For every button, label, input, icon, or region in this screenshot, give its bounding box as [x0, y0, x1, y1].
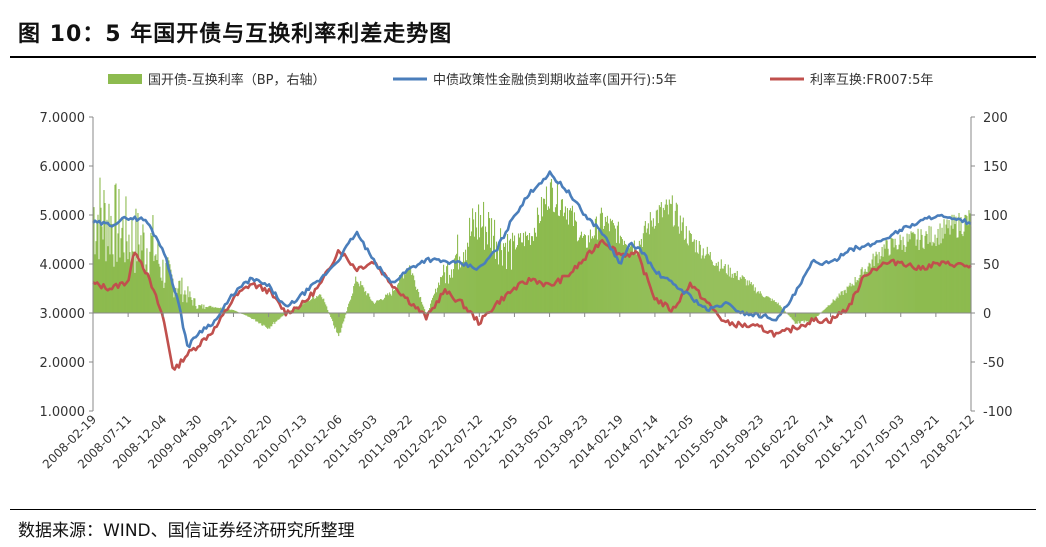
left-axis-label: 4.0000 — [40, 258, 86, 273]
right-axis-label: 200 — [983, 111, 1008, 126]
line-series — [92, 170, 972, 371]
cdb-5y-yield-line — [92, 170, 972, 349]
chart: 国开债-互换利率（BP，右轴） 中债政策性金融债到期收益率(国开行):5年 利率互换… — [40, 72, 1013, 471]
right-axis-label: 150 — [983, 160, 1008, 175]
legend: 国开债-互换利率（BP，右轴） 中债政策性金融债到期收益率(国开行):5年 利率互换… — [108, 72, 933, 88]
title-rule — [10, 56, 1036, 58]
right-axis-label: 0 — [983, 307, 991, 322]
irs-fr007-5y-line — [92, 238, 972, 371]
legend-label: 国开债-互换利率（BP，右轴） — [148, 72, 325, 88]
right-axis-label: 100 — [983, 209, 1008, 224]
right-axis-label: -100 — [983, 405, 1013, 420]
right-axis-label: 50 — [983, 258, 1000, 273]
right-axis-label: -50 — [983, 356, 1004, 371]
legend-swatch-spread — [108, 74, 142, 84]
source-note: 数据来源：WIND、国信证券经济研究所整理 — [18, 521, 355, 541]
legend-label: 中债政策性金融债到期收益率(国开行):5年 — [433, 72, 677, 88]
source-rule — [10, 509, 1036, 510]
left-axis-label: 3.0000 — [40, 307, 86, 322]
left-axis-label: 1.0000 — [40, 405, 86, 420]
left-axis-label: 5.0000 — [40, 209, 86, 224]
chart-title: 图 10：5 年国开债与互换利率利差走势图 — [18, 22, 453, 47]
left-axis-label: 6.0000 — [40, 160, 86, 175]
left-axis-label: 7.0000 — [40, 111, 86, 126]
legend-label: 利率互换:FR007:5年 — [810, 72, 933, 88]
left-axis-label: 2.0000 — [40, 356, 86, 371]
